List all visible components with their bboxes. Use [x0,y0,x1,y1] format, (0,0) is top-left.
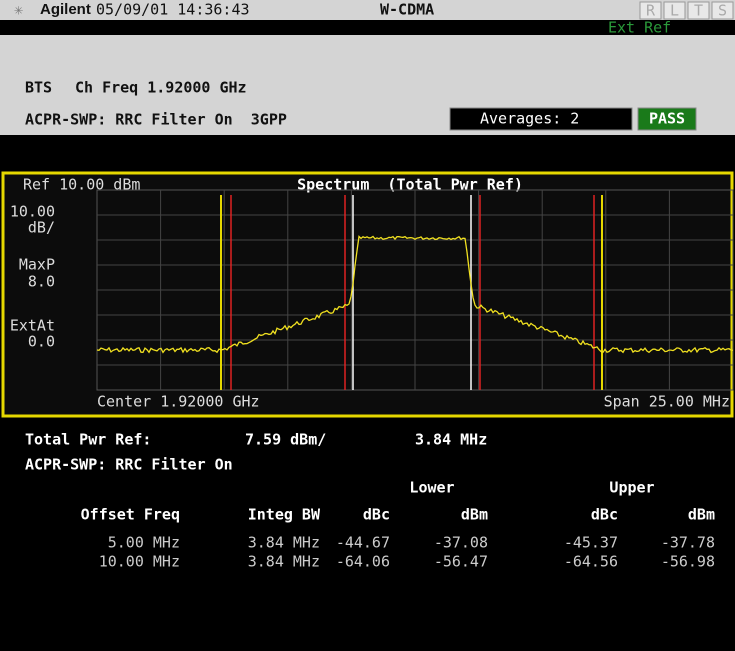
status-strip [0,20,735,35]
cell: -56.98 [661,553,715,571]
indicator: T [694,2,703,20]
indicator-box [687,1,710,20]
cell: -37.78 [661,534,715,552]
indicator: L [670,2,679,20]
ref-level: Ref 10.00 dBm [23,176,140,194]
cell: -44.67 [336,534,390,552]
cell: 5.00 MHz [108,534,180,552]
cell: -64.06 [336,553,390,571]
column-header: Offset Freq [81,506,180,524]
scale-label: 10.00 [10,203,55,221]
scale-label: 8.0 [28,273,55,291]
scale-label: dB/ [28,219,55,237]
cell: -45.37 [564,534,618,552]
plot-frame [1,171,734,418]
ch-freq: Ch Freq 1.92000 GHz [75,79,247,97]
indicator: S [718,2,727,20]
plot-title: Spectrum (Total Pwr Ref) [297,176,523,194]
total-pwr-label: Total Pwr Ref: [25,431,151,449]
cell: -64.56 [564,553,618,571]
status: PASS [649,110,685,128]
measurement: ACPR-SWP: RRC Filter On 3GPP [25,111,287,129]
column-header: dBm [688,506,715,524]
averages-box [449,107,633,131]
lower: Lower [409,479,454,497]
indicator-box [639,1,662,20]
spectrum-trace [96,235,734,354]
total-bw: 3.84 MHz [415,431,487,449]
cell: 10.00 MHz [99,553,180,571]
indicator-box [711,1,734,20]
averages: Averages: 2 [480,110,579,128]
filter: ACPR-SWP: RRC Filter On [25,456,233,474]
brand: Agilent [40,1,91,18]
column-header: dBc [363,506,390,524]
indicator: R [646,2,656,20]
pass-box [637,107,697,131]
cell: 3.84 MHz [248,553,320,571]
scale-label: 0.0 [28,333,55,351]
markers [220,195,603,390]
upper: Upper [609,479,654,497]
mode: W-CDMA [380,1,434,19]
span: Span 25.00 MHz [604,393,730,411]
logo-icon: ✳ [14,1,23,19]
scale-label: ExtAt [10,317,55,335]
device: BTS [25,79,52,97]
scale-label: MaxP [19,256,55,274]
cell: 3.84 MHz [248,534,320,552]
column-header: dBc [591,506,618,524]
total-pwr: 7.59 dBm/ [245,431,326,449]
ext-ref: Ext Ref [608,19,671,37]
indicator-box [663,1,686,20]
cell: -37.08 [434,534,488,552]
center-freq: Center 1.92000 GHz [97,393,260,411]
top-bar [0,0,735,20]
cell: -56.47 [434,553,488,571]
column-header: dBm [461,506,488,524]
datetime: 05/09/01 14:36:43 [96,1,250,19]
column-header: Integ BW [248,506,321,524]
